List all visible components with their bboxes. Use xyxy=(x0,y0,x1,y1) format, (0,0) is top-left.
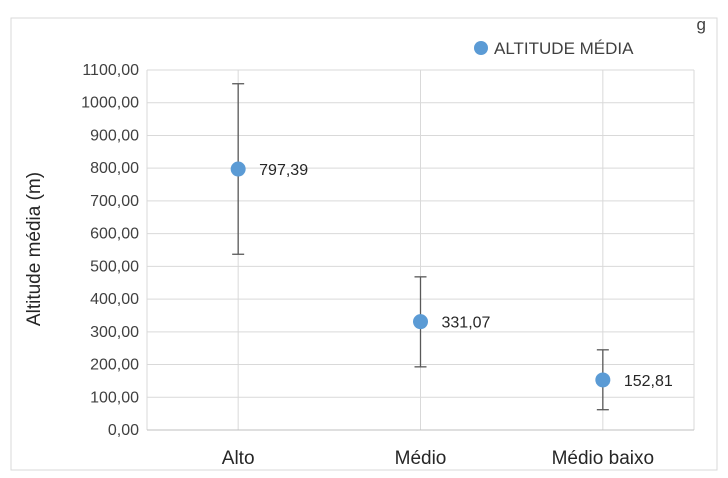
data-point xyxy=(595,372,611,388)
y-tick-label: 500,00 xyxy=(90,258,139,275)
y-axis-title: Altitude média (m) xyxy=(24,172,45,326)
data-label: 152,81 xyxy=(624,373,673,390)
data-point xyxy=(230,161,246,177)
data-points xyxy=(230,161,611,388)
data-label: 331,07 xyxy=(442,315,491,332)
y-tick-label: 1100,00 xyxy=(82,62,139,79)
y-tick-label: 900,00 xyxy=(90,127,139,144)
y-tick-label: 700,00 xyxy=(90,193,139,210)
data-point xyxy=(413,314,428,330)
y-tick-label: 400,00 xyxy=(90,291,139,308)
y-tick-label: 300,00 xyxy=(90,324,139,341)
y-tick-label: 0,00 xyxy=(108,422,139,439)
legend-marker-icon xyxy=(474,41,488,55)
x-category-label: Médio xyxy=(395,448,447,469)
x-category-label: Médio baixo xyxy=(552,448,654,469)
chart-title-fragment: g xyxy=(697,15,706,34)
y-tick-label: 800,00 xyxy=(90,160,139,177)
x-category-label: Alto xyxy=(222,448,255,469)
chart-area-border xyxy=(10,17,718,471)
y-tick-label: 1000,00 xyxy=(81,95,139,112)
x-axis: Alto Médio Médio baixo xyxy=(147,429,694,469)
y-tick-label: 200,00 xyxy=(90,357,139,374)
data-labels: 797,39 331,07 152,81 xyxy=(259,162,673,390)
data-label: 797,39 xyxy=(259,162,308,179)
y-tick-label: 100,00 xyxy=(90,389,139,406)
legend: ALTITUDE MÉDIA xyxy=(474,39,634,58)
y-axis-tick-labels: 0,00 100,00 200,00 300,00 400,00 500,00 600,00… xyxy=(81,62,139,439)
legend-label: ALTITUDE MÉDIA xyxy=(494,39,634,58)
y-tick-label: 600,00 xyxy=(90,226,139,243)
